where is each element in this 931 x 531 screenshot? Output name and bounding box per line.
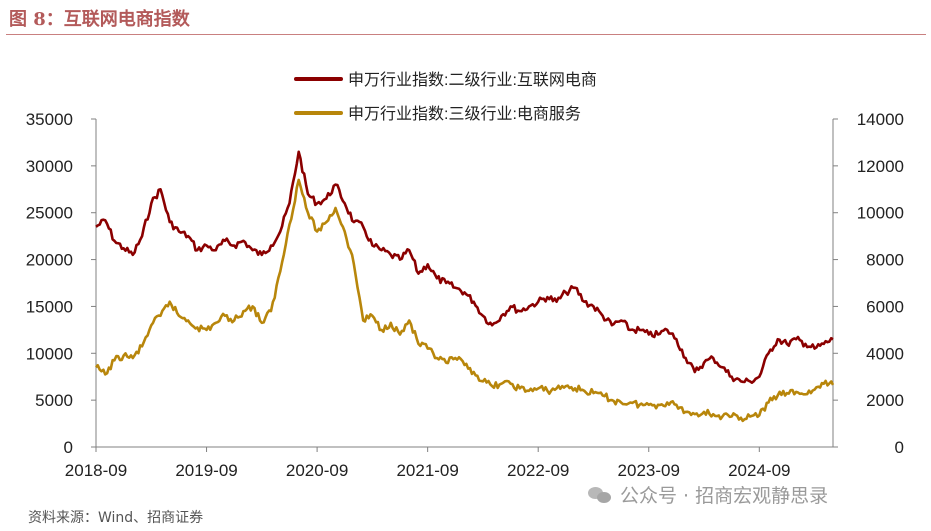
source-note: 资料来源：Wind、招商证券 [28,510,204,526]
x-tick-label: 2024-09 [728,461,790,480]
wechat-icon [588,485,612,505]
y-left-tick-label: 20000 [26,251,73,270]
watermark-text: 公众号 · 招商宏观静思录 [620,485,829,507]
y-left-tick-label: 10000 [26,344,73,363]
legend-label: 申万行业指数:二级行业:互联网电商 [348,71,597,89]
y-right-tick-label: 10000 [857,204,904,223]
y-left-tick-label: 25000 [26,204,73,223]
y-right-tick-label: 2000 [866,391,904,410]
y-left-tick-label: 30000 [26,157,73,176]
x-tick-label: 2020-09 [286,461,348,480]
y-left-tick-label: 0 [64,438,73,457]
y-right-tick-label: 0 [895,438,904,457]
y-left-tick-label: 15000 [26,297,73,316]
series-line-2 [95,178,835,423]
y-right-tick-label: 6000 [866,297,904,316]
y-left-tick-label: 5000 [35,391,73,410]
y-right-tick-label: 14000 [857,110,904,129]
figure-title: 图 8：互联网电商指数 [9,9,190,30]
series-line-1 [95,150,834,384]
legend-label: 申万行业指数:三级行业:电商服务 [348,105,581,123]
series-layer [95,150,835,423]
x-tick-label: 2019-09 [175,461,237,480]
x-tick-label: 2022-09 [507,461,569,480]
x-tick-label: 2021-09 [396,461,458,480]
title-divider [6,34,926,35]
y-right-tick-label: 12000 [857,157,904,176]
x-tick-label: 2023-09 [618,461,680,480]
x-tick-label: 2018-09 [65,461,127,480]
chart-axes: 0 5000 10000 15000 20000 25000 30000 35000 0 2000… [26,110,904,480]
y-left-tick-label: 35000 [26,110,73,129]
y-right-tick-label: 8000 [866,251,904,270]
y-right-tick-label: 4000 [866,344,904,363]
watermark: 公众号 · 招商宏观静思录 [588,481,828,508]
